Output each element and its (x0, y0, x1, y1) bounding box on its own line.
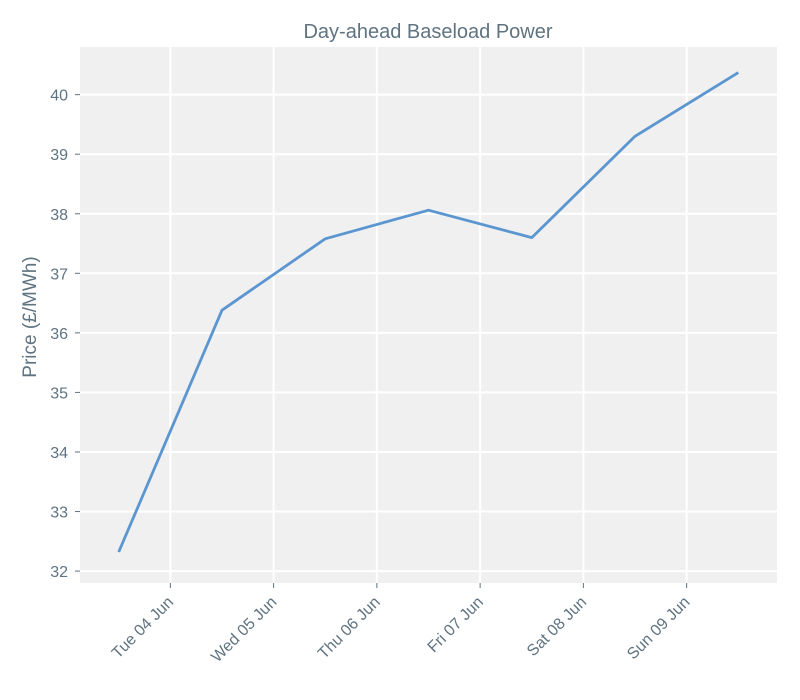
y-tick-label: 32 (50, 564, 68, 581)
chart-title: Day-ahead Baseload Power (303, 21, 552, 43)
x-tick-label: Tue 04 Jun (109, 594, 177, 662)
grid-lines (80, 47, 777, 583)
y-tick-label: 33 (50, 505, 68, 522)
y-axis-label: Price (£/MWh) (20, 256, 41, 377)
y-tick-label: 40 (50, 88, 68, 105)
x-tick-label: Thu 06 Jun (315, 594, 384, 663)
series-layer (117, 71, 740, 553)
y-tick-label: 39 (50, 147, 68, 164)
x-tick-label: Sun 09 Jun (624, 594, 693, 663)
x-tick-label: Sat 08 Jun (524, 594, 590, 660)
y-tick-label: 36 (50, 326, 68, 343)
x-tick-label: Fri 07 Jun (425, 594, 487, 656)
y-tick-label: 35 (50, 385, 68, 402)
plot-area (80, 47, 777, 583)
y-tick-label: 37 (50, 266, 68, 283)
x-axis-ticks: Tue 04 Jun Wed 05 Jun Thu 06 Jun Fri 07 Jun… (109, 583, 693, 666)
y-axis-ticks: 32 33 34 35 36 37 38 39 40 (50, 88, 80, 581)
y-tick-label: 34 (50, 445, 68, 462)
y-tick-label: 38 (50, 207, 68, 224)
x-tick-label: Wed 05 Jun (208, 594, 280, 666)
series-line (117, 71, 740, 553)
